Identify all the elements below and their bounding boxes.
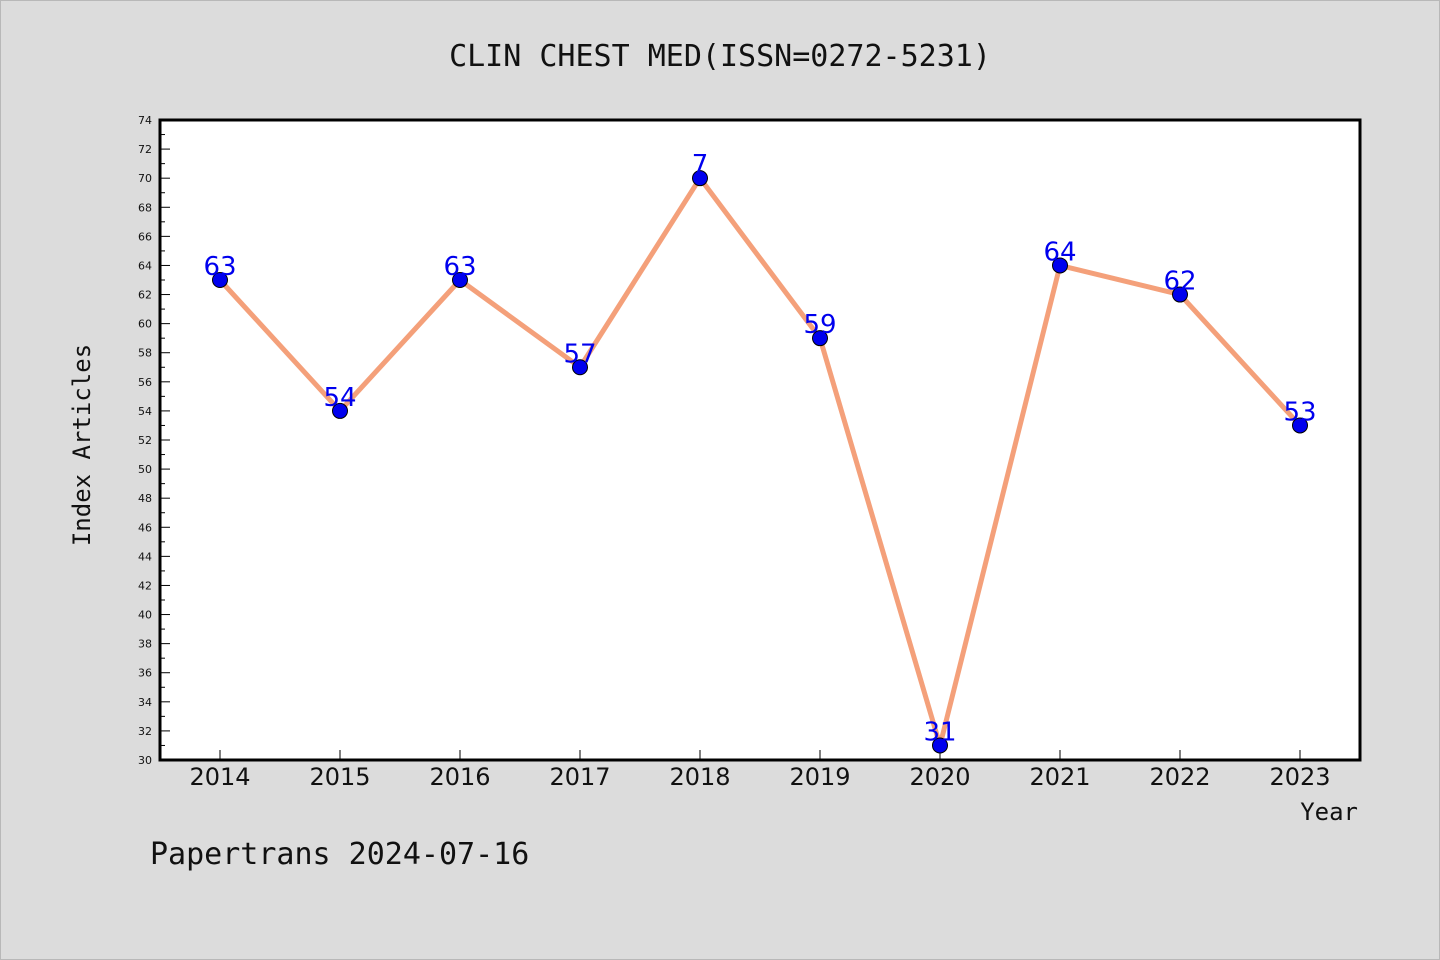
data-point (1052, 257, 1068, 274)
y-tick-label: 38 (138, 638, 152, 651)
data-point (452, 272, 468, 288)
series: 63 54 63 57 7 59 31 64 62 53 (203, 150, 1317, 754)
y-tick-label: 54 (138, 405, 152, 418)
y-tick-label: 48 (138, 492, 152, 505)
x-tick-label: 2019 (789, 763, 850, 791)
data-label: 31 (923, 717, 956, 747)
chart-title: CLIN CHEST MED(ISSN=0272-5231) (449, 39, 991, 74)
y-tick-label: 42 (138, 579, 152, 592)
x-axis: 2014 2015 2016 2017 2018 2019 2020 2021 2022 2023 (189, 750, 1331, 791)
y-tick-label: 74 (138, 114, 152, 127)
data-label: 64 (1043, 237, 1076, 267)
y-tick-label: 34 (138, 696, 152, 709)
y-tick-label: 50 (138, 463, 152, 476)
data-label: 63 (443, 252, 476, 282)
y-tick-label: 30 (138, 754, 152, 767)
data-label: 7 (692, 150, 709, 180)
x-tick-label: 2014 (189, 763, 250, 791)
y-tick-label: 32 (138, 725, 152, 738)
x-tick-label: 2016 (429, 763, 490, 791)
data-label: 62 (1163, 267, 1196, 297)
y-tick-label: 36 (138, 667, 152, 680)
data-point (932, 737, 948, 754)
x-tick-label: 2021 (1029, 763, 1090, 791)
plot-area (158, 118, 1362, 762)
y-tick-label: 58 (138, 347, 152, 360)
data-point (812, 330, 828, 347)
y-axis: 30 32 34 36 38 40 42 44 46 48 50 52 54 56 58 60 62 64 66 68… (138, 114, 170, 767)
y-tick-label: 60 (138, 318, 152, 331)
y-tick-label: 62 (138, 289, 152, 302)
y-tick-label: 56 (138, 376, 152, 389)
data-label: 57 (563, 339, 596, 369)
data-point (332, 402, 348, 419)
y-tick-label: 72 (138, 143, 152, 156)
x-tick-label: 2020 (909, 763, 970, 791)
data-point (212, 272, 228, 288)
y-tick-label: 52 (138, 434, 152, 447)
x-tick-label: 2018 (669, 763, 730, 791)
x-tick-label: 2022 (1149, 763, 1210, 791)
data-point (692, 170, 708, 187)
series-line (217, 175, 1303, 748)
data-point (1292, 417, 1308, 434)
x-axis-label: Year (1300, 798, 1358, 826)
y-tick-label: 64 (138, 259, 152, 272)
y-tick-label: 46 (138, 521, 152, 534)
y-tick-label: 68 (138, 201, 152, 214)
y-axis-label: Index Articles (68, 344, 96, 546)
x-tick-label: 2017 (549, 763, 610, 791)
y-tick-label: 70 (138, 172, 152, 185)
data-point (1172, 286, 1188, 303)
data-label: 63 (203, 252, 236, 282)
data-label: 59 (803, 310, 836, 340)
x-tick-label: 2023 (1269, 763, 1330, 791)
y-tick-label: 40 (138, 609, 152, 622)
x-tick-label: 2015 (309, 763, 370, 791)
y-tick-label: 66 (138, 230, 152, 243)
data-point (572, 359, 588, 376)
data-label: 53 (1283, 397, 1316, 427)
y-tick-label: 44 (138, 550, 152, 563)
footer-watermark: Papertrans 2024-07-16 (150, 837, 529, 872)
data-label: 54 (323, 383, 356, 413)
